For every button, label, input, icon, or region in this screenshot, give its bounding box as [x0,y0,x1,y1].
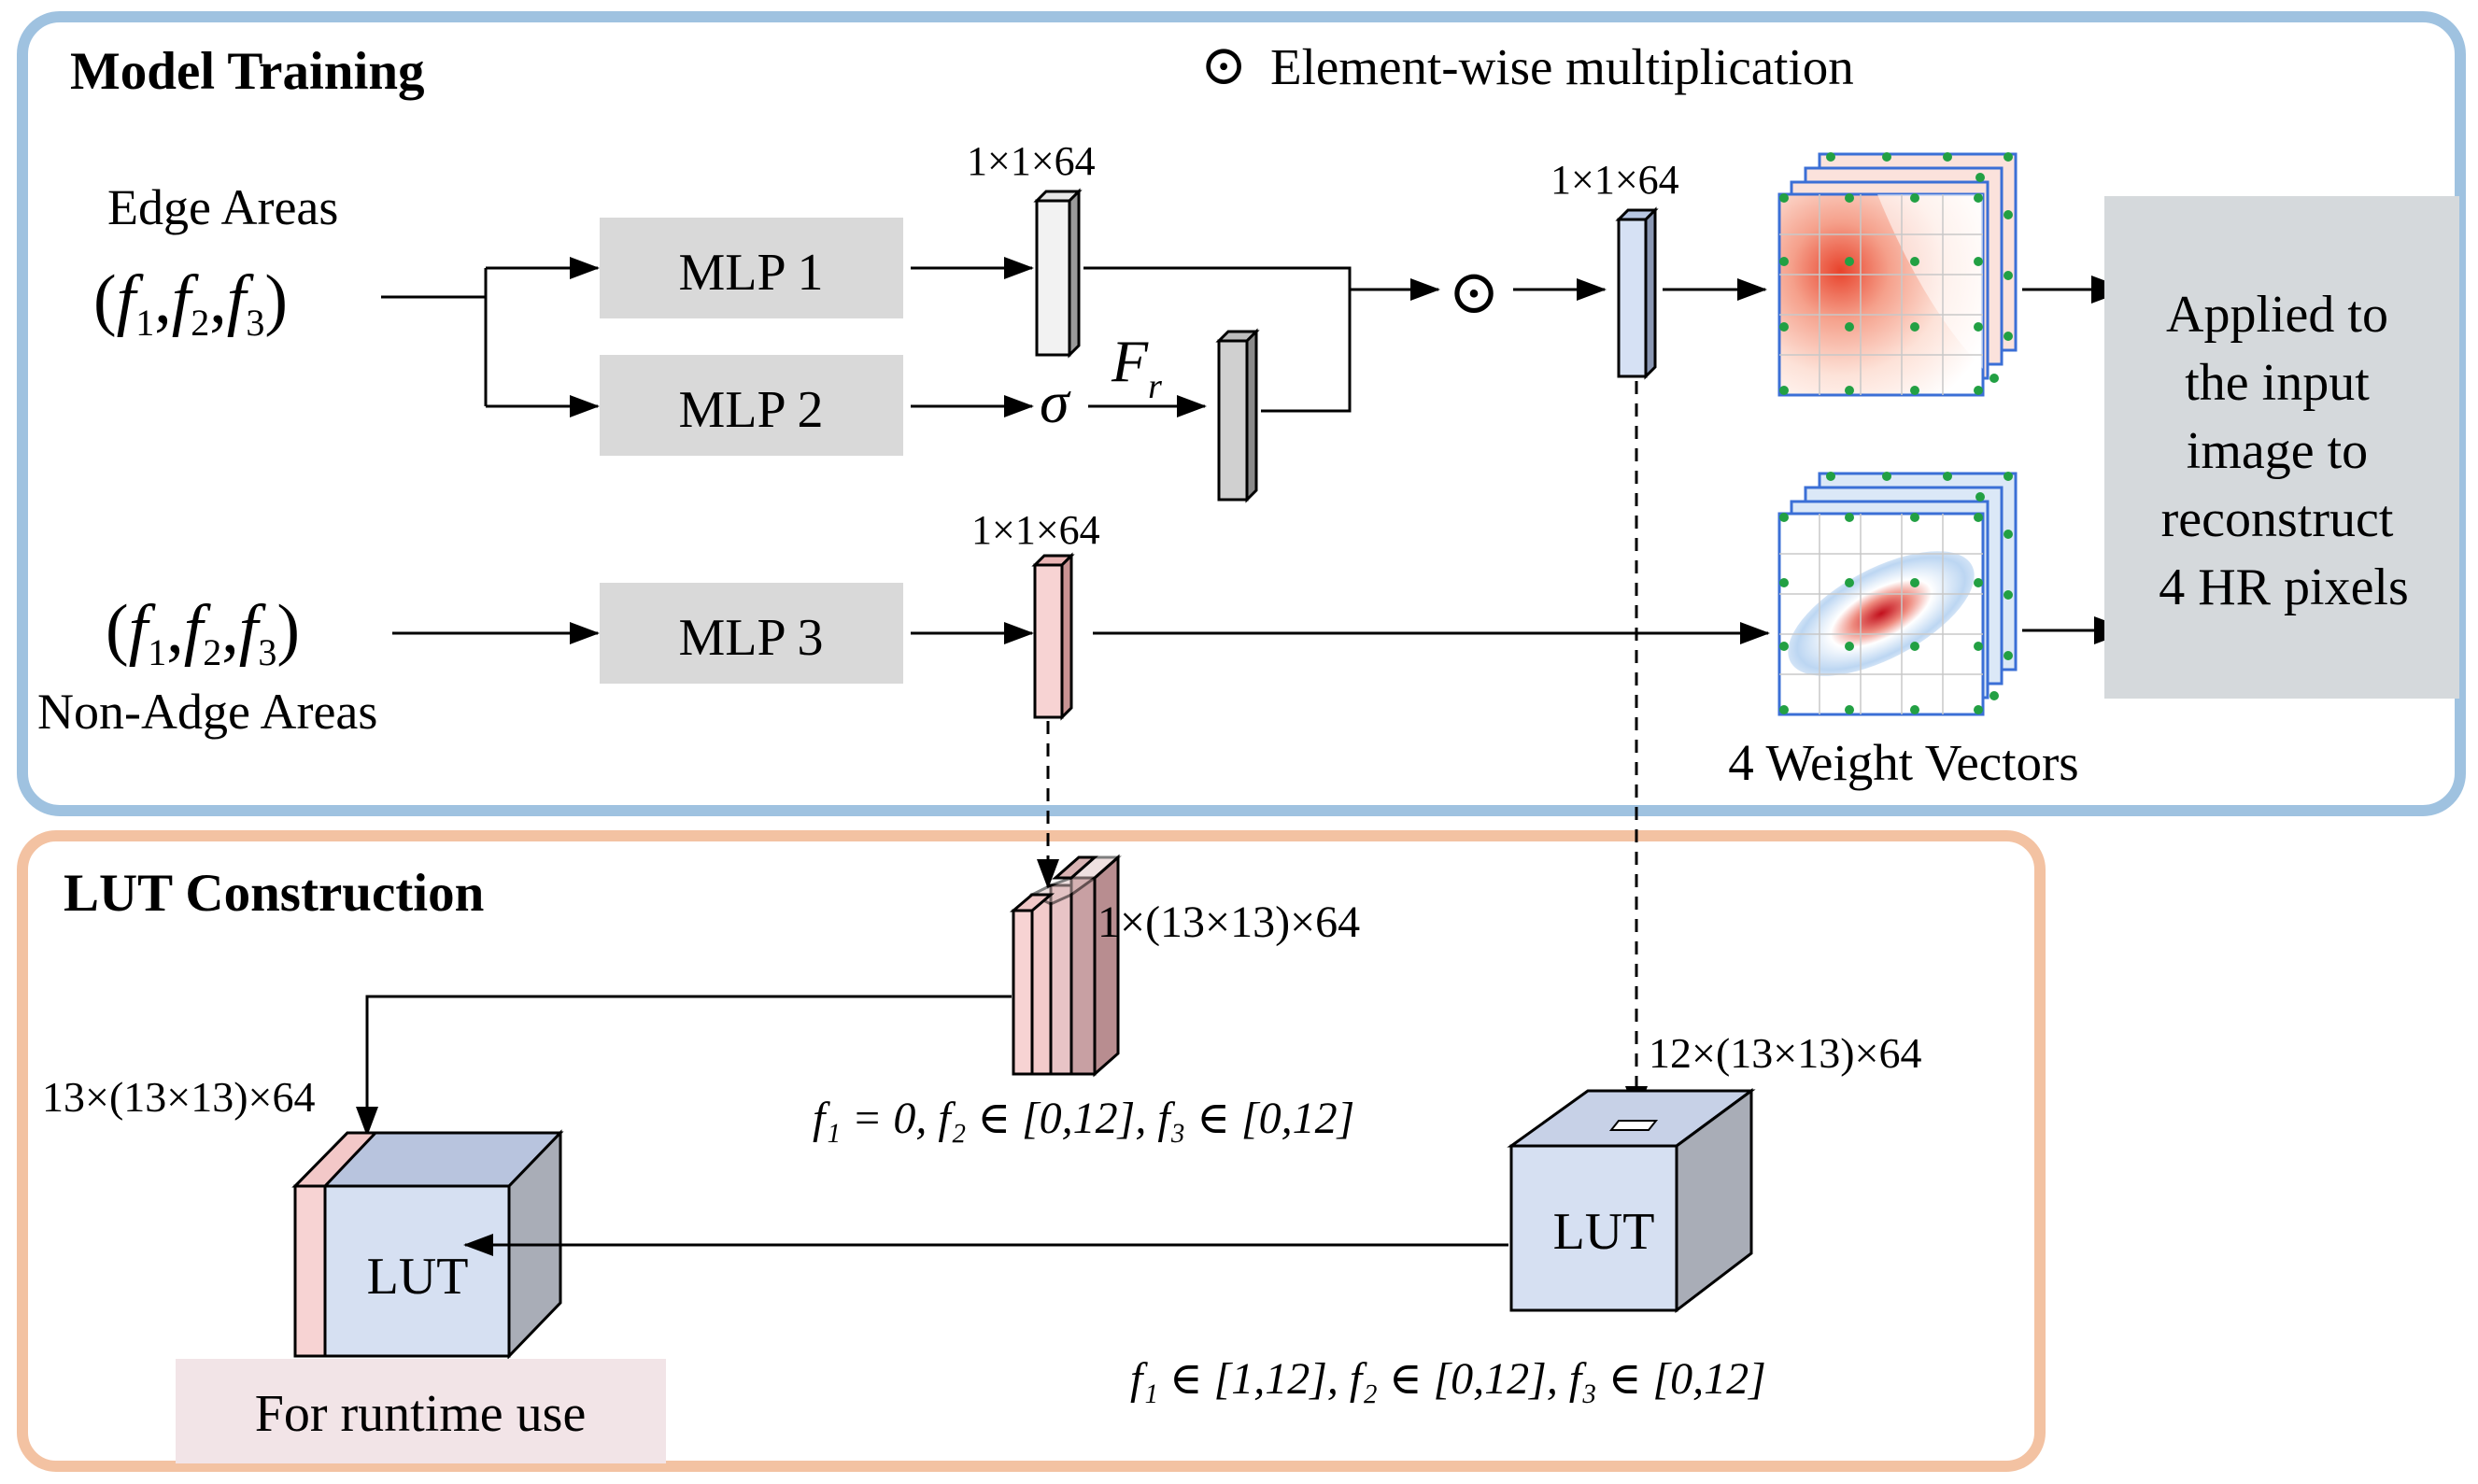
multiply-symbol: ⊙ [1448,259,1499,327]
mlp1-label: MLP 1 [678,244,823,302]
runtime-label: For runtime use [255,1385,587,1443]
applied-box [2104,196,2459,699]
mlp2-label: MLP 2 [678,381,823,439]
right-lut-label: LUT [1553,1203,1655,1261]
lut-frame [17,830,2046,1472]
mlp1-box [600,218,903,318]
join-connectors [1083,266,1440,413]
dim-slice: 1×(13×13)×64 [1097,897,1360,947]
input-connectors [381,257,600,644]
slice-to-left-lut-arrow [356,995,1012,1137]
edge-weight-stack [1777,152,2018,397]
applied-text: Applied to the input image to reconstruc… [2159,286,2409,616]
legend-text: Element-wise multiplication [1270,38,1854,95]
dim-lut-right: 12×(13×13)×64 [1649,1029,1921,1077]
right-lut-cube [1507,1088,1756,1314]
mlp-connectors [911,257,1034,644]
dim-lut-left: 13×(13×13)×64 [42,1073,315,1121]
mlp2-box [600,355,903,456]
weight-vectors-label: 4 Weight Vectors [1728,734,2078,791]
lut-slice-stack [1009,854,1122,1078]
nonedge-weight-stack [1777,472,2018,716]
mlp3-output-vector [1031,552,1075,721]
edge-areas-label: Edge Areas [107,179,338,235]
fr-symbol: Fr [1111,328,1162,406]
fr-output-vector [1215,328,1260,503]
dim-mlp3: 1×1×64 [971,507,1100,553]
training-frame [17,11,2466,816]
sigma-symbol: σ [1040,369,1071,435]
mlp1-output-vector [1033,188,1083,359]
training-title: Model Training [70,42,425,101]
dim-mlp1: 1×1×64 [967,138,1096,184]
mlp3-label: MLP 3 [678,609,823,667]
non-edge-areas-label: Non-Adge Areas [37,684,377,740]
left-lut-cube [291,1129,564,1360]
edge-input-tuple: (f1,f2,f3) [93,261,288,344]
legend-odot-icon: ⊙ [1200,35,1247,96]
nonedge-input-tuple: (f1,f2,f3) [106,591,300,673]
lut-title: LUT Construction [64,864,484,923]
runtime-box [176,1359,666,1463]
range-right: f₁ ∈ [1,12], f₂ ∈ [0,12], f₃ ∈ [0,12] [1130,1354,1766,1404]
mlp3-box [600,583,903,684]
product-vector [1615,206,1659,380]
dim-mult: 1×1×64 [1551,157,1679,203]
left-lut-label: LUT [367,1248,469,1306]
range-slice: f₁ = 0, f₂ ∈ [0,12], f₃ ∈ [0,12] [813,1094,1354,1143]
